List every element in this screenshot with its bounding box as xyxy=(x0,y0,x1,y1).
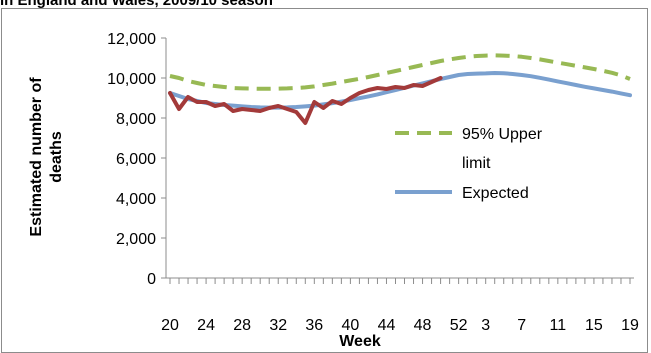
y-axis-label-line2: deaths xyxy=(48,131,65,183)
x-tick-label: 36 xyxy=(305,317,323,334)
x-tick-label: 20 xyxy=(161,317,179,334)
x-tick-label: 44 xyxy=(378,317,396,334)
x-tick-label: 52 xyxy=(450,317,468,334)
x-tick-label: 40 xyxy=(341,317,359,334)
legend-label-upper-limit-line2: limit xyxy=(462,155,491,172)
legend-label-upper-limit-line1: 95% Upper xyxy=(462,126,543,143)
x-tick-label: 19 xyxy=(621,317,639,334)
y-tick-label: 2,000 xyxy=(116,231,156,248)
y-tick-label: 6,000 xyxy=(116,151,156,168)
x-tick-label: 48 xyxy=(414,317,432,334)
x-tick-label: 3 xyxy=(481,317,490,334)
x-tick-label: 28 xyxy=(233,317,251,334)
x-tick-label: 11 xyxy=(550,317,567,334)
x-axis-label: Week xyxy=(339,333,381,348)
x-tick-label: 32 xyxy=(269,317,287,334)
legend-label-expected: Expected xyxy=(462,185,529,202)
chart-title: in England and Wales, 2009/10 season xyxy=(0,0,273,9)
x-tick-label: 24 xyxy=(197,317,215,334)
y-tick-label: 4,000 xyxy=(116,191,156,208)
y-tick-label: 12,000 xyxy=(107,31,156,48)
series-95-upper-limit xyxy=(169,53,631,91)
x-tick-label: 15 xyxy=(585,317,603,334)
y-tick-label: 10,000 xyxy=(107,71,156,88)
series-expected xyxy=(168,71,632,110)
y-tick-label: 0 xyxy=(147,271,156,288)
y-tick-label: 8,000 xyxy=(116,111,156,128)
y-axis-label-line1: Estimated number of xyxy=(28,77,45,237)
series-observed xyxy=(168,76,443,125)
x-tick-label: 7 xyxy=(517,317,526,334)
